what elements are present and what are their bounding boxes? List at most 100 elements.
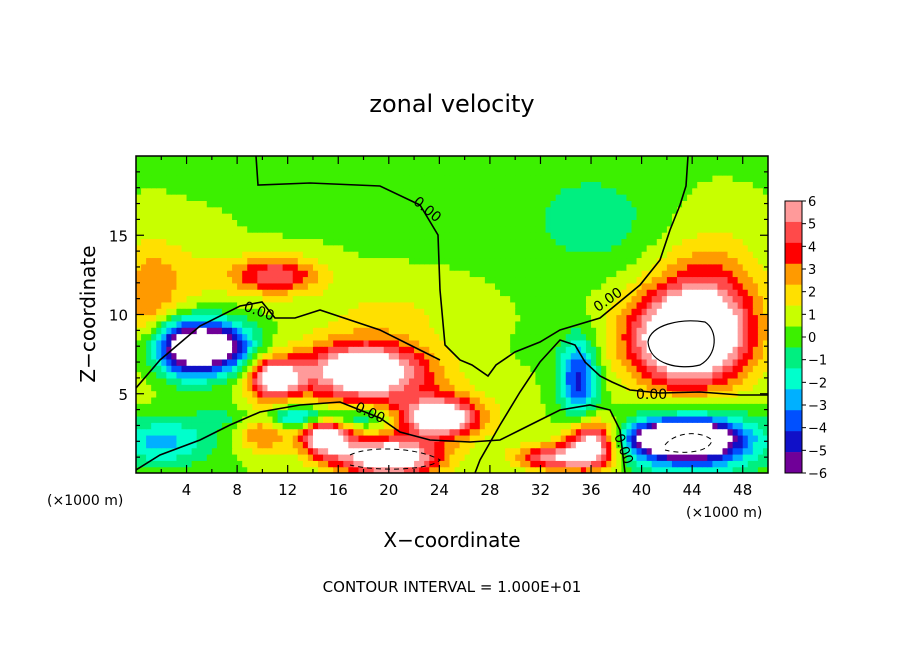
field-cell (297, 270, 304, 278)
field-cell (596, 251, 602, 259)
field-cell (176, 447, 183, 455)
field-cell (762, 365, 768, 373)
field-cell (484, 358, 491, 366)
field-cell (383, 447, 390, 455)
field-cell (393, 384, 400, 392)
field-cell (560, 358, 567, 366)
field-cell (454, 225, 461, 233)
field-cell (515, 320, 521, 328)
field-cell (464, 434, 471, 442)
field-cell (626, 384, 633, 392)
field-cell (540, 358, 547, 366)
field-cell (651, 257, 658, 265)
field-cell (302, 371, 309, 379)
field-cell (383, 415, 390, 423)
field-cell (454, 352, 461, 360)
field-cell (398, 409, 405, 417)
field-cell (363, 238, 370, 246)
field-cell (474, 403, 481, 411)
field-cell (601, 320, 607, 328)
field-cell (181, 460, 188, 468)
field-cell (439, 320, 446, 328)
field-cell (565, 346, 572, 354)
field-cell (484, 276, 491, 284)
field-cell (409, 352, 415, 360)
field-cell (535, 409, 542, 417)
field-cell (646, 415, 653, 423)
field-cell (323, 270, 329, 278)
field-cell (232, 447, 238, 455)
field-cell (666, 352, 673, 360)
field-cell (545, 377, 552, 385)
field-cell (585, 352, 592, 360)
field-cell (328, 308, 334, 316)
field-cell (621, 403, 628, 411)
field-cell (535, 225, 542, 233)
field-cell (216, 346, 223, 354)
field-cell (661, 358, 668, 366)
field-cell (419, 225, 425, 233)
field-cell (232, 301, 238, 309)
field-cell (403, 320, 410, 328)
field-cell (176, 403, 183, 411)
field-cell (282, 276, 289, 284)
field-cell (343, 434, 349, 442)
field-cell (530, 441, 537, 449)
field-cell (358, 346, 365, 354)
field-cell (575, 466, 582, 473)
field-cell (702, 263, 708, 271)
field-cell (363, 422, 370, 430)
field-cell (606, 251, 612, 259)
field-cell (601, 301, 607, 309)
field-cell (575, 460, 582, 468)
field-cell (424, 257, 430, 265)
field-cell (403, 441, 410, 449)
field-cell (717, 244, 724, 252)
field-cell (641, 422, 648, 430)
field-cell (535, 238, 542, 246)
field-cell (712, 270, 719, 278)
field-cell (368, 422, 375, 430)
field-cell (252, 447, 258, 455)
field-cell (201, 339, 208, 347)
field-cell (211, 225, 218, 233)
field-cell (469, 365, 476, 373)
field-cell (171, 460, 178, 468)
field-cell (747, 327, 754, 335)
field-cell (262, 263, 269, 271)
field-cell (333, 358, 339, 366)
field-cell (146, 434, 152, 442)
field-cell (419, 447, 425, 455)
field-cell (712, 422, 719, 430)
field-cell (161, 358, 167, 366)
field-cell (474, 377, 481, 385)
field-cell (626, 352, 633, 360)
field-cell (171, 225, 178, 233)
field-cell (257, 308, 263, 316)
field-cell (525, 232, 531, 240)
field-cell (358, 371, 365, 379)
field-cell (682, 225, 688, 233)
field-cell (282, 453, 289, 461)
field-cell (489, 453, 496, 461)
field-cell (393, 232, 400, 240)
field-cell (227, 244, 233, 252)
field-cell (247, 232, 253, 240)
field-cell (444, 333, 451, 341)
field-cell (216, 447, 223, 455)
field-cell (631, 377, 638, 385)
field-cell (318, 447, 324, 455)
field-cell (424, 238, 430, 246)
field-cell (606, 333, 612, 341)
field-cell (237, 276, 243, 284)
field-cell (439, 358, 446, 366)
field-cell (550, 295, 557, 303)
field-cell (626, 409, 633, 417)
field-cell (656, 377, 663, 385)
field-cell (282, 295, 289, 303)
field-cell (318, 371, 324, 379)
field-cell (161, 263, 167, 271)
field-cell (419, 352, 425, 360)
field-cell (687, 225, 693, 233)
field-cell (393, 365, 400, 373)
